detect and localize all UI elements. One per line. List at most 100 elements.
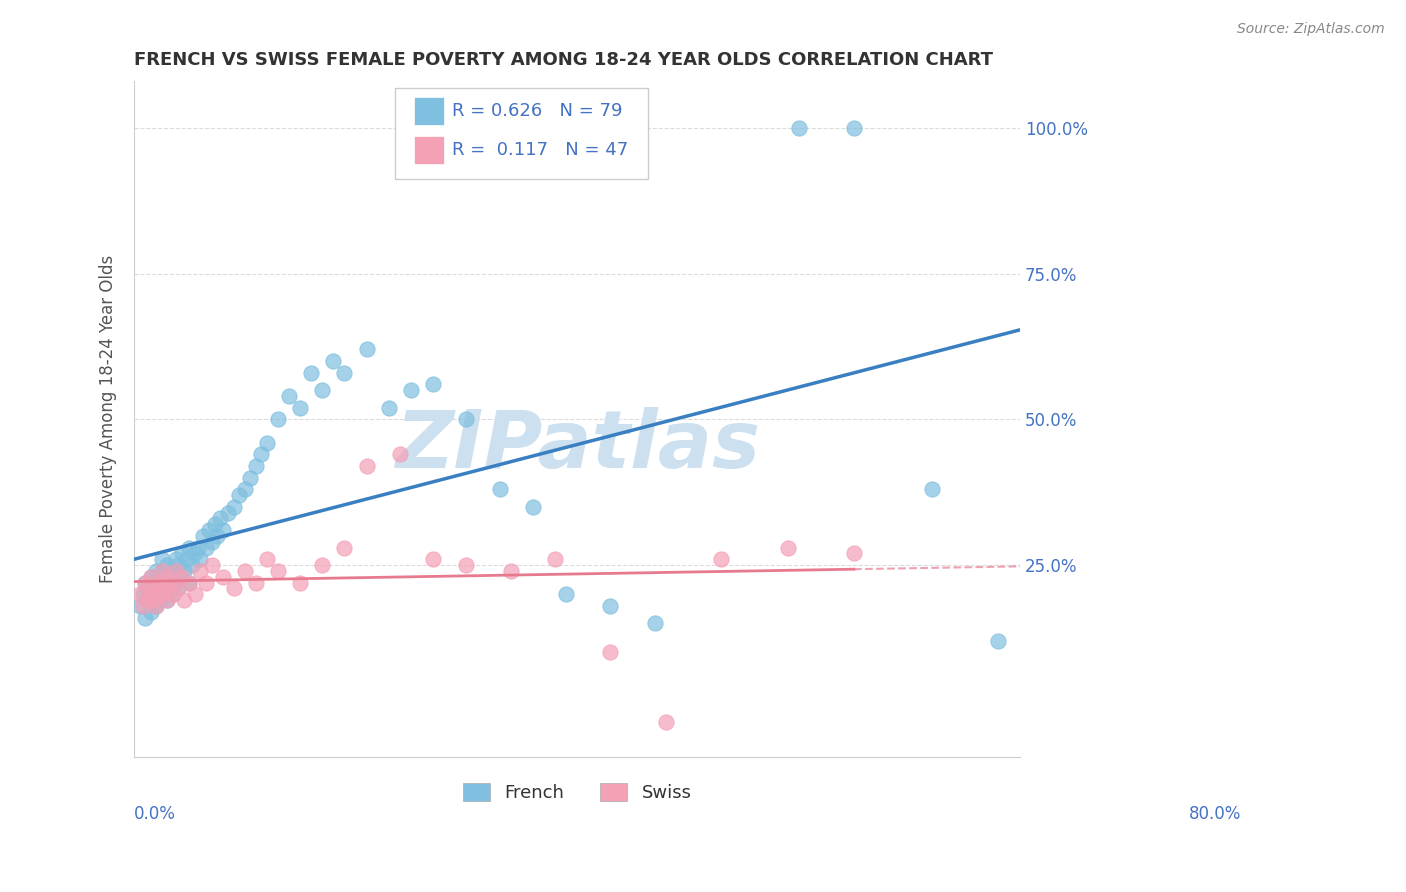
Point — [167, 582, 190, 596]
Point — [205, 529, 228, 543]
Point — [179, 575, 201, 590]
Point — [422, 552, 444, 566]
Y-axis label: Female Poverty Among 18-24 Year Olds: Female Poverty Among 18-24 Year Olds — [100, 255, 117, 583]
Point — [299, 366, 322, 380]
Point — [399, 383, 422, 397]
Point — [456, 412, 478, 426]
Point — [245, 575, 267, 590]
Point — [184, 546, 207, 560]
Point — [522, 500, 544, 514]
Point — [195, 575, 218, 590]
Point — [165, 552, 187, 566]
Point — [356, 343, 378, 357]
Point — [139, 570, 162, 584]
Point — [599, 599, 621, 613]
Point — [204, 517, 226, 532]
Point — [200, 534, 222, 549]
Point — [136, 593, 159, 607]
Point — [167, 558, 190, 572]
Point — [333, 366, 356, 380]
Point — [150, 552, 173, 566]
Point — [256, 435, 278, 450]
Point — [184, 587, 207, 601]
Point — [239, 470, 262, 484]
Point — [654, 715, 676, 730]
Point — [134, 575, 156, 590]
Point — [921, 483, 943, 497]
Point — [143, 593, 166, 607]
Point — [190, 564, 212, 578]
Text: ZIPatlas: ZIPatlas — [395, 408, 759, 485]
Point — [179, 541, 201, 555]
Point — [150, 564, 173, 578]
Point — [195, 541, 218, 555]
Point — [222, 582, 245, 596]
Point — [159, 575, 181, 590]
Point — [179, 575, 201, 590]
Point — [333, 541, 356, 555]
Point — [162, 587, 184, 601]
Point — [209, 511, 232, 525]
Point — [456, 558, 478, 572]
Point — [211, 570, 233, 584]
Point — [165, 564, 187, 578]
Point — [143, 593, 166, 607]
Point — [987, 633, 1010, 648]
Point — [233, 483, 256, 497]
Point — [153, 582, 176, 596]
Point — [422, 377, 444, 392]
Point — [311, 558, 333, 572]
Point — [267, 412, 290, 426]
Point — [145, 599, 167, 613]
Point — [170, 546, 193, 560]
Point — [162, 564, 184, 578]
Point — [599, 645, 621, 659]
Point — [169, 570, 191, 584]
Point — [842, 120, 865, 135]
Point — [153, 587, 176, 601]
Point — [278, 389, 301, 403]
Point — [176, 552, 198, 566]
Point — [150, 587, 173, 601]
Point — [145, 582, 167, 596]
Point — [555, 587, 578, 601]
Point — [139, 570, 162, 584]
Point — [156, 593, 179, 607]
Point — [163, 575, 186, 590]
Point — [128, 599, 150, 613]
FancyBboxPatch shape — [413, 136, 444, 164]
Point — [139, 587, 162, 601]
Text: Source: ZipAtlas.com: Source: ZipAtlas.com — [1237, 22, 1385, 37]
Point — [134, 610, 156, 624]
Point — [180, 558, 202, 572]
Point — [256, 552, 278, 566]
Point — [134, 575, 156, 590]
Point — [159, 582, 181, 596]
Point — [217, 506, 239, 520]
Point — [311, 383, 333, 397]
Point — [200, 558, 222, 572]
Point — [250, 447, 273, 461]
Point — [245, 458, 267, 473]
Point — [842, 546, 865, 560]
Point — [488, 483, 510, 497]
Point — [191, 529, 214, 543]
Point — [150, 564, 173, 578]
Point — [156, 570, 179, 584]
Point — [388, 447, 411, 461]
Point — [322, 354, 344, 368]
Point — [644, 616, 666, 631]
Point — [356, 458, 378, 473]
Point — [139, 605, 162, 619]
Point — [159, 570, 181, 584]
Point — [211, 523, 233, 537]
Point — [167, 582, 190, 596]
Point — [156, 593, 179, 607]
Text: R =  0.117   N = 47: R = 0.117 N = 47 — [453, 141, 628, 159]
Legend: French, Swiss: French, Swiss — [456, 775, 699, 809]
Point — [190, 552, 212, 566]
Point — [162, 587, 184, 601]
Point — [145, 599, 167, 613]
Text: 0.0%: 0.0% — [134, 805, 176, 822]
Point — [233, 564, 256, 578]
